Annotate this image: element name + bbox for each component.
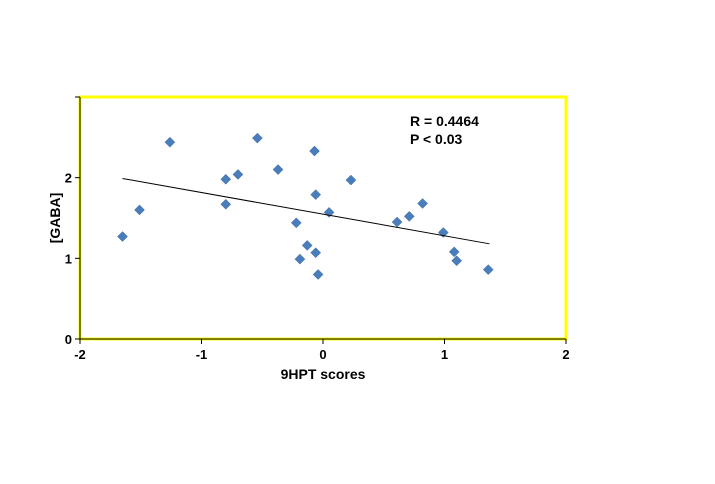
data-point	[220, 173, 232, 185]
r-value-annotation: R = 0.4464	[410, 113, 479, 129]
plot-area	[78, 95, 568, 341]
data-point	[294, 253, 306, 265]
y-tick-label: 2	[65, 171, 72, 186]
data-point	[417, 198, 428, 209]
data-point	[272, 164, 284, 175]
x-tick-label: 2	[562, 347, 569, 362]
data-point	[301, 240, 313, 251]
x-tick-label: -1	[196, 347, 208, 362]
y-tick-label: 1	[65, 251, 72, 266]
data-point	[482, 264, 494, 275]
y-axis-title: [GABA]	[47, 193, 63, 244]
data-point	[290, 217, 302, 229]
data-point	[345, 174, 357, 186]
data-point	[232, 169, 244, 180]
data-point	[310, 247, 322, 259]
data-point	[134, 204, 145, 216]
data-point	[448, 246, 460, 258]
data-point	[309, 145, 320, 157]
data-point	[310, 189, 322, 200]
p-value-annotation: P < 0.03	[410, 131, 463, 147]
data-points	[117, 132, 494, 280]
plot-area-border	[78, 95, 568, 341]
data-point	[403, 211, 415, 222]
trendline	[122, 177, 490, 245]
data-point	[451, 255, 463, 267]
y-tick-label: 0	[65, 332, 72, 347]
data-point	[164, 136, 176, 148]
axis-ticks: -2 -1 0 1 2 0 1 2	[65, 96, 570, 362]
data-point	[252, 132, 263, 144]
data-point	[117, 231, 128, 242]
x-tick-label: 0	[319, 347, 326, 362]
x-axis-title: 9HPT scores	[281, 366, 366, 382]
data-point	[312, 269, 324, 280]
x-tick-label: -2	[74, 347, 86, 362]
x-tick-label: 1	[441, 347, 448, 362]
data-point	[220, 198, 232, 210]
